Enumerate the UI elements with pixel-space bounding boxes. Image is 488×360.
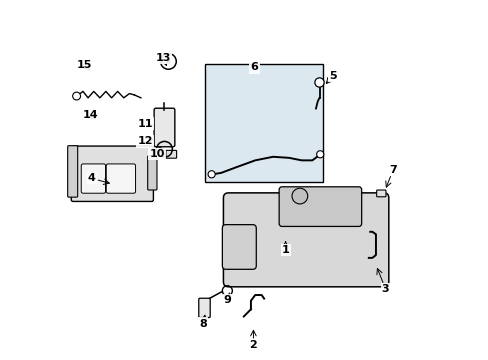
- Text: 12: 12: [137, 136, 153, 147]
- Text: 8: 8: [199, 319, 207, 329]
- Text: 6: 6: [250, 63, 258, 72]
- Circle shape: [166, 60, 170, 63]
- Text: 10: 10: [149, 149, 164, 159]
- Circle shape: [314, 78, 324, 87]
- Text: 7: 7: [388, 165, 396, 175]
- Circle shape: [291, 188, 307, 204]
- Bar: [205, 64, 323, 182]
- FancyBboxPatch shape: [198, 298, 210, 318]
- Text: 2: 2: [249, 340, 257, 350]
- FancyBboxPatch shape: [222, 225, 256, 269]
- FancyBboxPatch shape: [165, 150, 176, 158]
- Text: 1: 1: [281, 245, 289, 255]
- Text: 3: 3: [381, 284, 388, 294]
- FancyBboxPatch shape: [223, 193, 388, 287]
- FancyBboxPatch shape: [147, 156, 157, 190]
- Text: 14: 14: [82, 110, 98, 120]
- Circle shape: [73, 92, 81, 100]
- FancyBboxPatch shape: [376, 190, 385, 197]
- FancyBboxPatch shape: [106, 164, 135, 193]
- FancyBboxPatch shape: [71, 146, 153, 202]
- Text: 11: 11: [137, 118, 153, 129]
- Text: 4: 4: [87, 173, 95, 183]
- Text: 5: 5: [328, 71, 336, 81]
- Circle shape: [316, 151, 323, 158]
- FancyBboxPatch shape: [67, 146, 78, 197]
- FancyBboxPatch shape: [279, 187, 361, 226]
- Text: 9: 9: [224, 295, 231, 305]
- Text: 13: 13: [155, 53, 170, 63]
- FancyBboxPatch shape: [154, 108, 175, 147]
- Text: 15: 15: [77, 60, 92, 70]
- Circle shape: [207, 171, 215, 178]
- FancyBboxPatch shape: [81, 164, 105, 193]
